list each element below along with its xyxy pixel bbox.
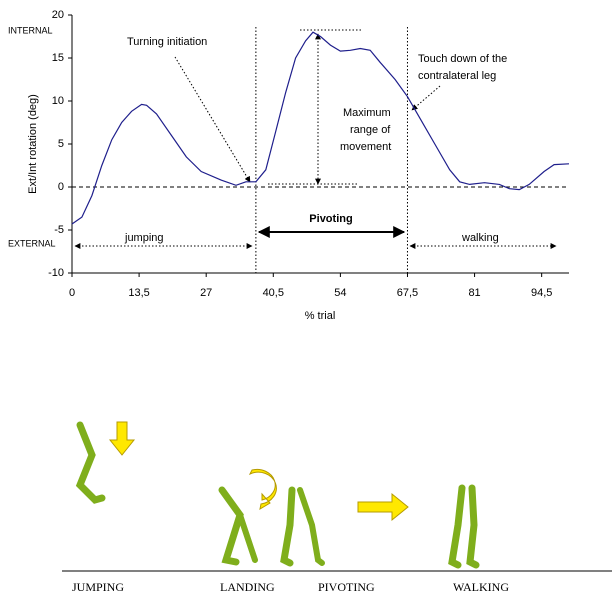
y-tick-label: 15 <box>52 52 64 64</box>
x-tick-label: 67,5 <box>397 287 418 299</box>
annotation: Maximum <box>343 107 391 119</box>
arrow-icon <box>108 421 136 456</box>
phase-label: PIVOTING <box>318 580 375 594</box>
y-tick-label: 5 <box>58 138 64 150</box>
annotation: walking <box>461 232 499 244</box>
y-tick-label: 10 <box>52 95 64 107</box>
x-tick-label: 94,5 <box>531 287 552 299</box>
data-line <box>71 31 570 225</box>
x-tick-label: 54 <box>334 287 346 299</box>
arrow-icon <box>248 468 277 511</box>
x-tick-label: 81 <box>468 287 480 299</box>
annotation-arrow <box>174 56 251 183</box>
x-tick-label: 40,5 <box>263 287 284 299</box>
y-axis-label: Ext/Int rotation (deg) <box>27 94 39 194</box>
annotation: Touch down of the <box>418 53 507 65</box>
y-tick-label: -5 <box>54 224 64 236</box>
x-tick-label: 0 <box>69 287 75 299</box>
annotation-arrow <box>411 85 441 111</box>
x-axis-label: % trial <box>305 310 336 322</box>
y-tick-label: 20 <box>52 9 64 21</box>
annotation: movement <box>340 141 391 153</box>
annotation: Pivoting <box>309 213 352 225</box>
annotation: jumping <box>124 232 164 244</box>
y-tick-label: -10 <box>48 267 64 279</box>
annotation: contralateral leg <box>418 70 496 82</box>
annotation: EXTERNAL <box>8 238 56 248</box>
phase-label: WALKING <box>453 580 509 594</box>
phase-label: LANDING <box>220 580 275 594</box>
x-tick-label: 13,5 <box>128 287 149 299</box>
y-tick-label: 0 <box>58 181 64 193</box>
annotation: Turning initiation <box>127 36 207 48</box>
annotation: range of <box>350 124 391 136</box>
leg-illustrations <box>75 421 480 569</box>
arrow-icon <box>357 492 409 522</box>
phase-label: JUMPING <box>72 580 124 594</box>
annotation: INTERNAL <box>8 25 53 35</box>
x-tick-label: 27 <box>200 287 212 299</box>
